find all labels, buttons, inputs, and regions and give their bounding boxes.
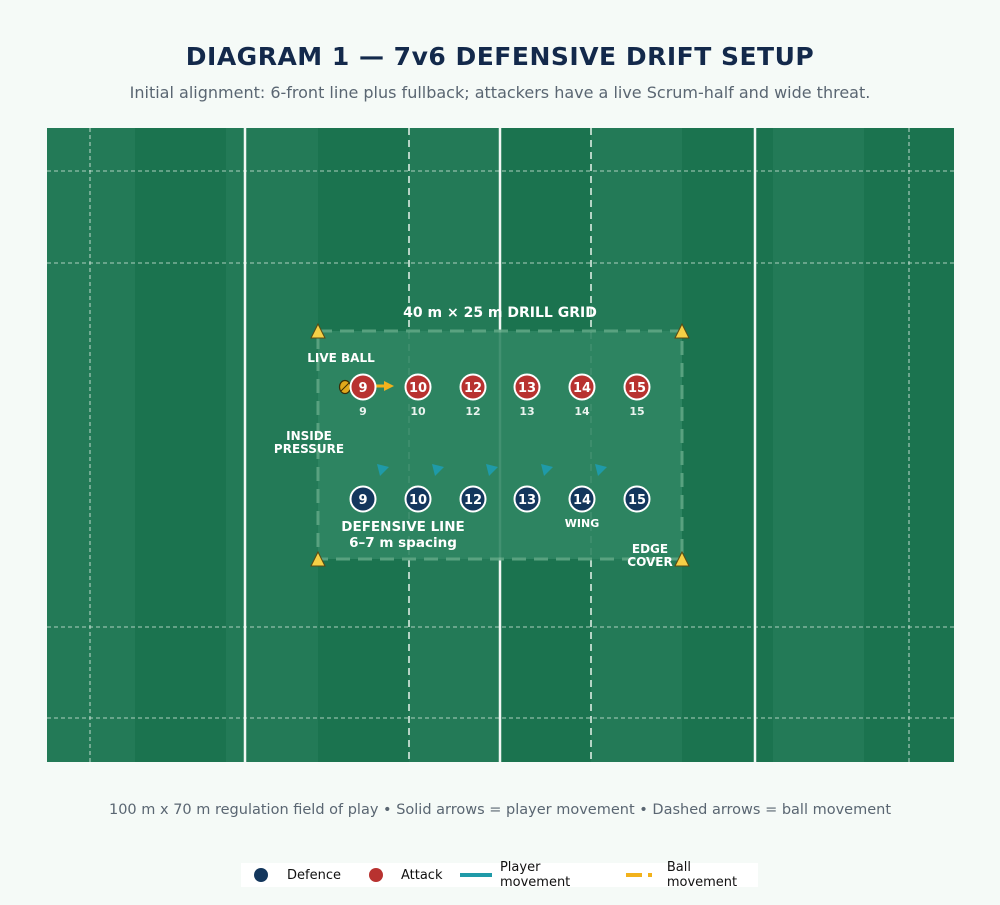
cone-icon <box>310 550 326 567</box>
defence-players: 9 10 12 13 14 15 <box>349 485 651 513</box>
attack-player-14: 14 14 <box>568 373 596 418</box>
svg-text:9: 9 <box>359 405 367 418</box>
drill-grid <box>316 329 684 561</box>
legend-label: Defence <box>287 867 341 883</box>
page-title: DIAGRAM 1 — 7v6 DEFENSIVE DRIFT SETUP <box>185 42 815 71</box>
attack-players: 9 9 10 10 12 12 13 13 14 14 15 15 <box>349 373 651 418</box>
defence-player-14: 14 <box>568 485 596 513</box>
player-move-arrow-icon <box>377 464 389 476</box>
spacing-label: 6–7 m spacing <box>349 535 457 551</box>
defence-dot-icon <box>254 868 268 882</box>
svg-text:12: 12 <box>465 405 480 418</box>
inside-pressure-label-2: PRESSURE <box>274 442 344 456</box>
svg-text:12: 12 <box>464 381 482 396</box>
inside-pressure-label-1: INSIDE <box>286 429 332 443</box>
live-ball-label: LIVE BALL <box>307 351 375 365</box>
field-caption: 100 m x 70 m regulation field of play • … <box>108 802 892 818</box>
svg-text:9: 9 <box>358 381 367 396</box>
page-subtitle: Initial alignment: 6-front line plus ful… <box>129 83 871 102</box>
svg-text:14: 14 <box>573 381 591 396</box>
legend-item-defence: Defence <box>254 868 341 883</box>
player-move-arrow-icon <box>486 464 498 476</box>
edge-cover-label-1: EDGE <box>632 542 668 556</box>
defence-player-9: 9 <box>349 485 377 513</box>
svg-text:14: 14 <box>573 493 591 508</box>
defence-player-10: 10 <box>404 485 432 513</box>
player-movement-arrows <box>377 464 607 476</box>
cone-icon <box>674 550 690 567</box>
attack-dot-icon <box>368 868 383 882</box>
svg-text:14: 14 <box>574 405 590 418</box>
svg-text:13: 13 <box>519 405 534 418</box>
svg-text:13: 13 <box>518 493 536 508</box>
cone-icon <box>310 322 326 339</box>
legend-label: Ball movement <box>666 860 738 890</box>
svg-text:15: 15 <box>628 493 646 508</box>
svg-text:15: 15 <box>629 405 644 418</box>
legend-label: Attack <box>400 867 443 883</box>
attack-player-12: 12 12 <box>459 373 487 418</box>
wing-label: WING <box>565 517 599 530</box>
ball-move-dash-icon <box>626 873 658 877</box>
svg-text:10: 10 <box>409 381 427 396</box>
ball-arrow-head-icon <box>384 381 394 391</box>
defence-player-13: 13 <box>513 485 541 513</box>
attack-player-13: 13 13 <box>513 373 541 418</box>
svg-text:15: 15 <box>628 381 646 396</box>
defence-player-15: 15 <box>623 485 651 513</box>
svg-text:10: 10 <box>409 493 427 508</box>
legend-label: Player movement <box>499 860 571 890</box>
attack-player-9: 9 9 <box>349 373 377 418</box>
cones <box>310 322 690 567</box>
svg-text:10: 10 <box>410 405 426 418</box>
legend: Defence Attack Player movement Ball move… <box>241 860 758 890</box>
edge-cover-label-2: COVER <box>627 555 672 569</box>
attack-player-10: 10 10 <box>404 373 432 418</box>
field-stripes <box>47 128 864 762</box>
legend-item-ball-movement: Ball movement <box>626 860 758 890</box>
legend-item-attack: Attack <box>368 867 443 883</box>
defensive-line-label: DEFENSIVE LINE <box>341 519 464 535</box>
legend-item-player-movement: Player movement <box>460 860 606 890</box>
player-move-line-icon <box>460 873 492 877</box>
player-move-arrow-icon <box>432 464 444 476</box>
player-move-arrow-icon <box>541 464 553 476</box>
cone-icon <box>674 322 690 339</box>
svg-text:12: 12 <box>464 493 482 508</box>
svg-text:9: 9 <box>358 493 367 508</box>
svg-text:13: 13 <box>518 381 536 396</box>
player-move-arrow-icon <box>595 464 607 476</box>
drill-grid-label: 40 m × 25 m DRILL GRID <box>403 305 597 321</box>
defence-player-12: 12 <box>459 485 487 513</box>
attack-player-15: 15 15 <box>623 373 651 418</box>
